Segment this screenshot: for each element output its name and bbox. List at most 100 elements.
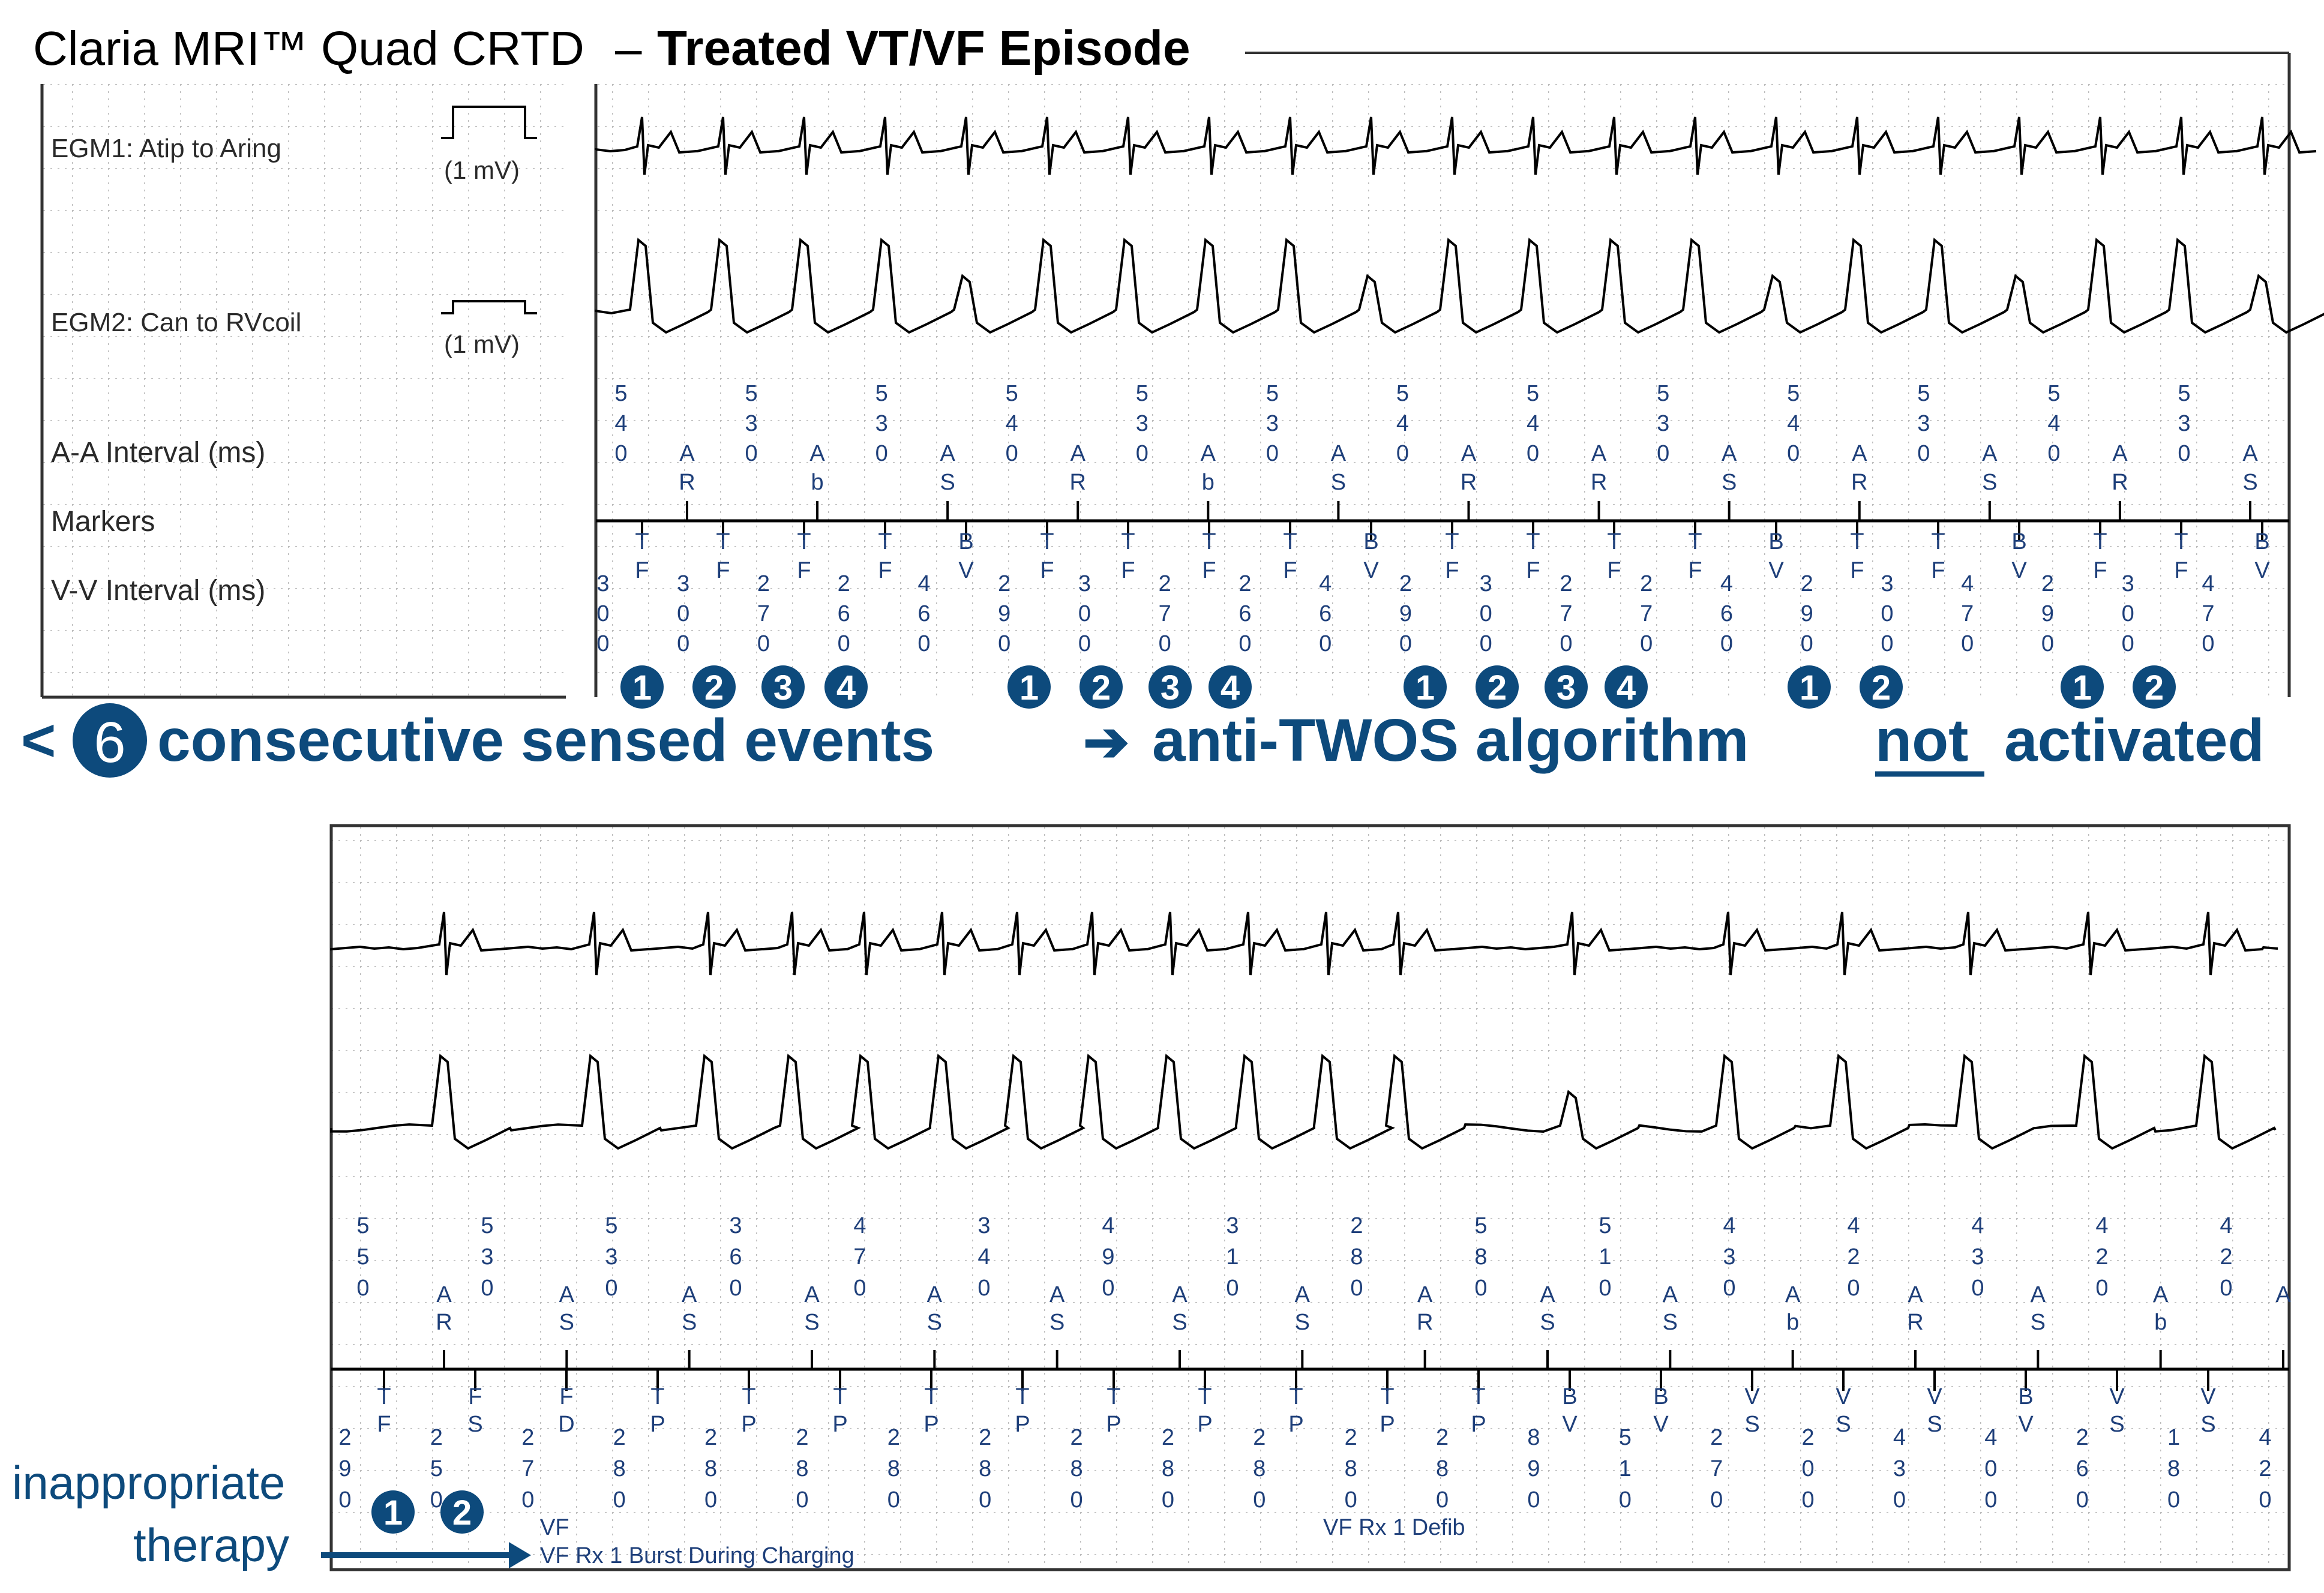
sense-counter: 1 xyxy=(383,1493,403,1532)
sense-counter-circle xyxy=(1148,665,1192,709)
sense-counter: 2 xyxy=(1091,668,1111,707)
markers-label: Markers xyxy=(51,506,155,538)
bottom-atrial-markers: A R A S A S A S A S A S A S A S A R A S A S A b A R A S A b A xyxy=(436,1282,2291,1369)
banner-not: not xyxy=(1875,707,1968,774)
calibration-pulse-egm2 xyxy=(441,300,537,314)
sense-counter-circle xyxy=(2133,665,2176,709)
event-defib: VF Rx 1 Defib xyxy=(1323,1515,1465,1540)
top-aa-intervals: 5 4 0 5 3 0 5 3 0 5 4 0 5 3 0 5 3 0 5 4 0 5 4 0 5 3 0 5 4 0 5 3 0 5 4 0 5 3 0 xyxy=(614,381,2190,466)
sense-counter: 2 xyxy=(452,1493,472,1532)
bottom-ventricular-markers: T F F S F D T P T P T P T P T P T P T P T P T P T P B V B V V S V S V S B V V S… xyxy=(377,1369,2216,1437)
annotation-line-1: inappropriate xyxy=(12,1456,285,1509)
bottom-egm2-trace xyxy=(330,1054,2277,1150)
sense-counter: 1 xyxy=(632,668,652,707)
aa-interval-label: A-A Interval (ms) xyxy=(51,437,265,469)
bottom-strip: 5 5 0 5 3 0 5 3 0 3 6 0 4 7 0 3 4 0 4 9 0 3 1 0 2 8 0 5 8 0 5 1 0 4 3 0 4 2 0 4… xyxy=(329,824,2291,1571)
banner-arrow: ➔ xyxy=(1083,712,1129,773)
egm1-waveform xyxy=(330,911,2278,976)
banner: < 6 consecutive sensed events ➔ anti-TWO… xyxy=(21,703,2265,778)
bottom-vv-intervals: 2 9 0 2 5 0 2 7 0 2 8 0 2 8 0 2 8 0 2 8 0 2 8 0 2 8 0 2 8 0 2 8 0 2 8 0 2 8 0 8… xyxy=(338,1425,2271,1513)
sense-counter: 2 xyxy=(1488,668,1507,707)
egm2-label: EGM2: Can to RVcoil xyxy=(51,308,301,337)
sense-counter-circle xyxy=(1209,665,1252,709)
calibration-pulse-egm1 xyxy=(441,106,537,139)
label-panel: EGM1: Atip to Aring EGM2: Can to RVcoil … xyxy=(40,84,566,699)
sense-counter: 4 xyxy=(1221,668,1240,707)
sense-counter: 3 xyxy=(1160,668,1180,707)
event-vf: VF xyxy=(540,1515,569,1540)
inappropriate-therapy-annotation: inappropriate therapy xyxy=(12,1456,531,1571)
sense-counter: 1 xyxy=(1416,668,1435,707)
top-strip: 5 4 05 3 05 3 05 4 05 3 05 3 05 4 05 4 05 3 05 4 05 3 05 4 05 3 0 … xyxy=(594,53,2324,709)
vv-interval-label: V-V Interval (ms) xyxy=(51,575,265,607)
sense-counter-circle xyxy=(1788,665,1831,709)
